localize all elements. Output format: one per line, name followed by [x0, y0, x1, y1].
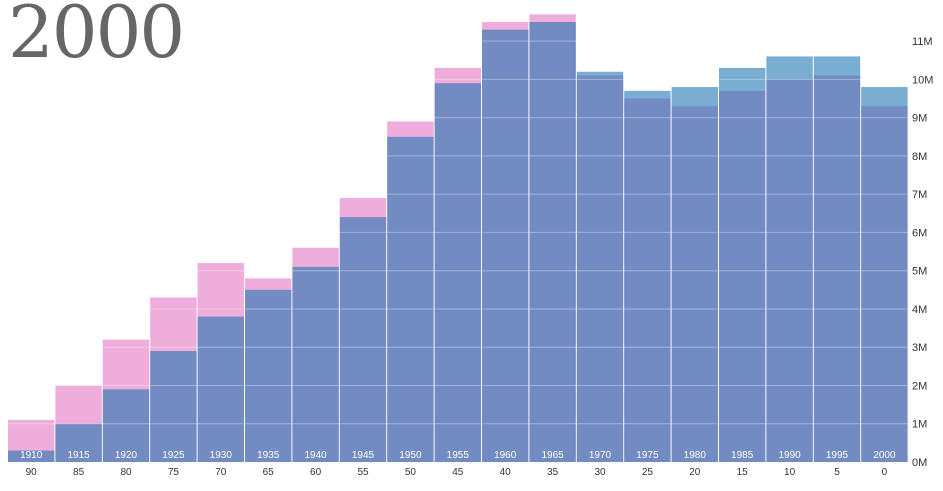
age-tick-label: 70 — [215, 467, 227, 478]
birth-year-label: 1920 — [115, 450, 138, 461]
age-tick-label: 0 — [882, 467, 888, 478]
y-tick-label: 4M — [912, 304, 927, 316]
bar-series-b-1930 — [197, 316, 244, 462]
bar-series-b-1945 — [339, 217, 387, 462]
bar-series-b-1940 — [292, 266, 339, 462]
bar-series-b-1925 — [150, 351, 197, 462]
bar-series-b-1910 — [8, 450, 55, 462]
birth-year-label: 1925 — [162, 450, 185, 461]
bar-series-b-1975 — [624, 90, 671, 462]
age-tick-label: 65 — [263, 467, 275, 478]
y-tick-label: 0M — [912, 457, 927, 469]
birth-year-label: 1945 — [352, 450, 375, 461]
birth-year-label: 2000 — [873, 450, 896, 461]
age-tick-label: 10 — [784, 467, 796, 478]
age-tick-label: 30 — [594, 467, 606, 478]
birth-year-label: 1985 — [731, 450, 754, 461]
age-tick-label: 5 — [834, 467, 840, 478]
bar-series-b-1965 — [529, 22, 576, 462]
bar-series-b-1955 — [434, 83, 481, 462]
bar-series-b-2000 — [861, 87, 908, 462]
y-tick-label: 3M — [912, 342, 927, 354]
bar-series-b-1960 — [482, 29, 529, 463]
age-tick-label: 55 — [357, 467, 369, 478]
birth-year-label: 1995 — [826, 450, 849, 461]
bars-layer — [8, 14, 908, 463]
age-tick-label: 35 — [547, 467, 559, 478]
age-tick-label: 75 — [168, 467, 180, 478]
y-tick-label: 7M — [912, 189, 927, 201]
y-tick-label: 8M — [912, 151, 927, 163]
age-tick-label: 25 — [642, 467, 654, 478]
y-tick-label: 6M — [912, 227, 927, 239]
y-tick-label: 1M — [912, 419, 927, 431]
birth-year-labels: 1910 1915 1920 1925 1930 1935 1940 1945 1950 1955… — [20, 450, 896, 461]
age-tick-label: 50 — [405, 467, 417, 478]
bar-series-b-1950 — [387, 136, 434, 463]
age-tick-label: 40 — [500, 467, 512, 478]
birth-year-label: 1935 — [257, 450, 280, 461]
age-tick-label: 80 — [120, 467, 132, 478]
age-tick-label: 85 — [73, 467, 85, 478]
bar-series-b-1970 — [576, 71, 624, 462]
y-tick-label: 10M — [912, 74, 933, 86]
grid-layer — [8, 40, 908, 425]
birth-year-label: 1970 — [589, 450, 612, 461]
bar-series-b-1935 — [245, 289, 292, 462]
y-tick-label: 5M — [912, 266, 927, 278]
birth-year-label: 1950 — [399, 450, 422, 461]
birth-year-label: 1980 — [684, 450, 707, 461]
age-tick-label: 60 — [310, 467, 322, 478]
y-tick-label: 11M — [912, 36, 933, 48]
x-axis: 90 85 80 75 70 65 60 55 50 45 40 35 30 25 20 15 10 5 0 — [26, 467, 888, 478]
birth-year-label: 1990 — [778, 450, 801, 461]
y-tick-label: 9M — [912, 113, 927, 125]
age-tick-label: 15 — [737, 467, 749, 478]
birth-year-label: 1910 — [20, 450, 43, 461]
birth-year-label: 1955 — [447, 450, 470, 461]
bar-series-b-1980 — [671, 87, 718, 462]
age-tick-label: 45 — [452, 467, 464, 478]
birth-year-label: 1915 — [67, 450, 90, 461]
birth-year-label: 1965 — [541, 450, 564, 461]
bar-series-b-1985 — [719, 67, 766, 463]
birth-year-label: 1960 — [494, 450, 517, 461]
bar-series-b-1990 — [766, 56, 813, 462]
bar-series-b-1995 — [813, 56, 861, 462]
bar-series-b-1920 — [102, 389, 150, 462]
y-axis: 0M 1M 2M 3M 4M 5M 6M 7M 8M 9M 10M 11M — [912, 36, 933, 469]
age-tick-label: 90 — [26, 467, 38, 478]
age-tick-label: 20 — [689, 467, 701, 478]
birth-year-label: 1940 — [304, 450, 327, 461]
birth-year-label: 1975 — [636, 450, 659, 461]
birth-year-label: 1930 — [210, 450, 233, 461]
bar-series-b-1915 — [55, 423, 102, 462]
y-tick-label: 2M — [912, 380, 927, 392]
